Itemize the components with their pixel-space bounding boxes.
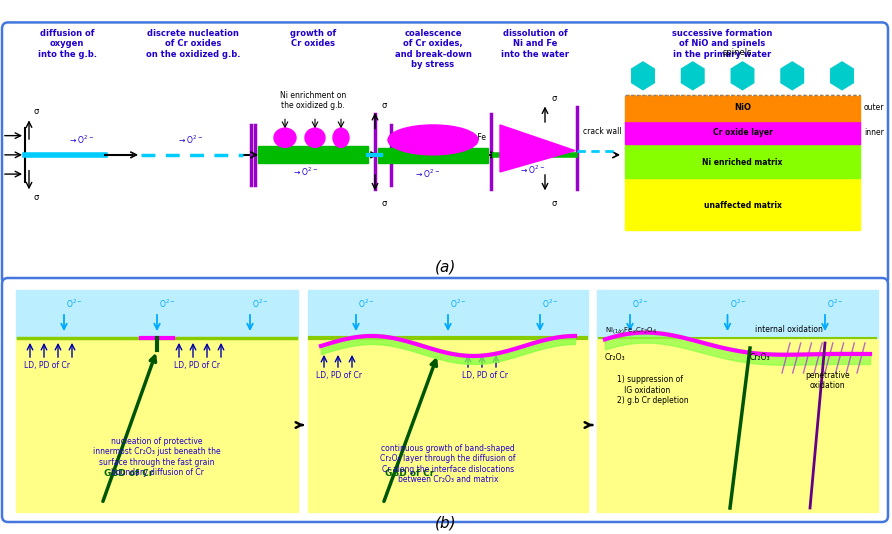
- Text: Cr oxide layer: Cr oxide layer: [713, 128, 772, 137]
- Text: spinels: spinels: [723, 48, 752, 57]
- Text: unaffected matrix: unaffected matrix: [704, 201, 781, 209]
- Text: σ: σ: [34, 107, 39, 116]
- Text: coalescence
of Cr oxides,
and break-down
by stress: coalescence of Cr oxides, and break-down…: [394, 29, 472, 69]
- Ellipse shape: [333, 128, 349, 147]
- Text: Cr₂O₃: Cr₂O₃: [750, 353, 771, 362]
- Text: Ni enriched matrix: Ni enriched matrix: [702, 158, 782, 167]
- Text: nucleation of protective
innermost Cr₂O₃ just beneath the
surface through the fa: nucleation of protective innermost Cr₂O₃…: [93, 437, 221, 477]
- Text: → O$^{2-}$: → O$^{2-}$: [69, 134, 95, 146]
- Bar: [308, 338, 588, 512]
- Ellipse shape: [388, 125, 478, 155]
- Text: O$^{2-}$: O$^{2-}$: [542, 297, 558, 310]
- Text: GBD of Cr: GBD of Cr: [104, 469, 153, 478]
- Polygon shape: [500, 125, 575, 172]
- Text: GBD of Cr: GBD of Cr: [385, 469, 434, 478]
- Text: continuous growth of band-shaped
Cr₂O₃ layer through the diffusion of
Cr along t: continuous growth of band-shaped Cr₂O₃ l…: [380, 444, 516, 484]
- Text: Ni$_{(1/x)}$Fe$_x$Cr$_2$O$_4$: Ni$_{(1/x)}$Fe$_x$Cr$_2$O$_4$: [605, 325, 657, 336]
- Text: σ: σ: [551, 199, 557, 208]
- Text: NiO: NiO: [734, 104, 751, 112]
- Text: σ: σ: [381, 101, 386, 110]
- Text: LD, PD of Cr: LD, PD of Cr: [462, 371, 508, 380]
- Text: Ni,Fe: Ni,Fe: [467, 133, 486, 142]
- Bar: [625, 121, 860, 144]
- Text: O$^{2-}$: O$^{2-}$: [159, 297, 176, 310]
- Bar: [597, 338, 878, 512]
- Text: O$^{2-}$: O$^{2-}$: [66, 297, 82, 310]
- FancyBboxPatch shape: [2, 278, 888, 522]
- Text: → O$^{2-}$: → O$^{2-}$: [293, 166, 318, 178]
- Text: O$^{2-}$: O$^{2-}$: [632, 297, 648, 310]
- Text: O$^{2-}$: O$^{2-}$: [450, 297, 467, 310]
- Text: (a): (a): [435, 260, 457, 274]
- Text: inner: inner: [864, 128, 884, 137]
- Bar: [625, 144, 860, 178]
- FancyBboxPatch shape: [2, 22, 888, 285]
- Text: → O$^{2-}$: → O$^{2-}$: [415, 168, 441, 180]
- Text: σ: σ: [381, 199, 386, 208]
- Bar: [378, 148, 488, 163]
- Text: discrete nucleation
of Cr oxides
on the oxidized g.b.: discrete nucleation of Cr oxides on the …: [145, 29, 240, 59]
- Text: O$^{2-}$: O$^{2-}$: [827, 297, 844, 310]
- Ellipse shape: [305, 128, 325, 147]
- Text: LD, PD of Cr: LD, PD of Cr: [174, 361, 220, 370]
- Bar: [625, 95, 860, 121]
- Text: penetrative
oxidation: penetrative oxidation: [805, 371, 849, 390]
- Text: crack wall: crack wall: [583, 127, 622, 136]
- Text: growth of
Cr oxides: growth of Cr oxides: [290, 29, 336, 48]
- Bar: [16, 338, 298, 512]
- Text: outer: outer: [864, 104, 885, 112]
- Text: → O$^{2-}$: → O$^{2-}$: [178, 134, 203, 146]
- Text: LD, PD of Cr: LD, PD of Cr: [316, 371, 362, 380]
- Text: O$^{2-}$: O$^{2-}$: [730, 297, 746, 310]
- Text: dissolution of
Ni and Fe
into the water: dissolution of Ni and Fe into the water: [501, 29, 569, 59]
- Text: (b): (b): [435, 515, 457, 530]
- Text: σ: σ: [551, 95, 557, 104]
- Text: 1) suppression of
   IG oxidation
2) g.b Cr depletion: 1) suppression of IG oxidation 2) g.b Cr…: [617, 375, 689, 405]
- Bar: [258, 146, 368, 163]
- Text: Ni enrichment on
the oxidized g.b.: Ni enrichment on the oxidized g.b.: [280, 91, 346, 110]
- Ellipse shape: [274, 128, 296, 147]
- Text: internal oxidation: internal oxidation: [755, 325, 823, 334]
- Text: LD, PD of Cr: LD, PD of Cr: [24, 361, 70, 370]
- Bar: [308, 290, 588, 338]
- Text: O$^{2-}$: O$^{2-}$: [252, 297, 268, 310]
- Text: successive formation
of NiO and spinels
in the primary water: successive formation of NiO and spinels …: [672, 29, 772, 59]
- Bar: [16, 290, 298, 338]
- Text: Cr₂O₃: Cr₂O₃: [605, 353, 625, 362]
- Text: diffusion of
oxygen
into the g.b.: diffusion of oxygen into the g.b.: [37, 29, 96, 59]
- Bar: [597, 290, 878, 338]
- Text: O$^{2-}$: O$^{2-}$: [358, 297, 375, 310]
- Text: σ: σ: [34, 193, 39, 202]
- Bar: [625, 178, 860, 230]
- Text: → O$^{2-}$: → O$^{2-}$: [520, 164, 545, 176]
